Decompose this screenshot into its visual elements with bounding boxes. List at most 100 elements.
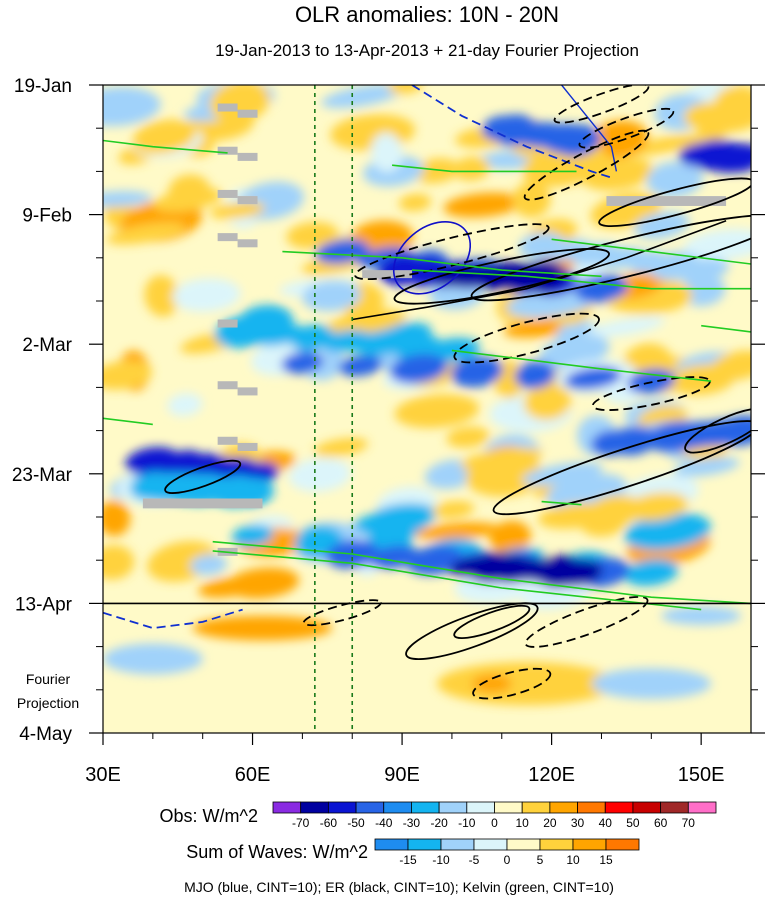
anomaly-patch xyxy=(132,119,197,154)
anomaly-patch xyxy=(103,360,153,390)
colorbar-swatch xyxy=(327,801,357,814)
wave-contour xyxy=(472,667,552,700)
colorbar-level-label: 10 xyxy=(566,853,580,867)
anomaly-patch xyxy=(634,211,690,239)
anomaly-patch xyxy=(406,545,464,575)
anomaly-patch xyxy=(588,120,649,159)
wave-contour xyxy=(551,238,751,265)
missing-data-mark xyxy=(362,270,413,279)
projection-label-line2: Projection xyxy=(17,695,79,711)
colorbar-swatch xyxy=(549,801,578,814)
y-axis: 19-Jan 9-Feb 2-Mar 23-Mar 13-Apr 4-May xyxy=(12,76,765,745)
anomaly-patch xyxy=(432,500,475,518)
anomaly-patch xyxy=(106,222,186,245)
anomaly-patch xyxy=(673,457,740,477)
wave-contour xyxy=(103,139,228,154)
missing-data-mark xyxy=(217,381,238,390)
colorbar-swatch xyxy=(539,838,574,851)
anomaly-patch xyxy=(338,355,383,377)
wave-contour xyxy=(492,420,751,516)
colorbar-level-label: -10 xyxy=(432,853,450,867)
anomaly-patch xyxy=(369,503,438,530)
anomaly-patch xyxy=(286,221,339,249)
anomaly-patch xyxy=(580,156,654,191)
colorbar-level-label: -30 xyxy=(403,816,421,830)
x-axis: 30E 60E 90E 120E 150E xyxy=(85,733,725,786)
anomaly-patch xyxy=(231,524,274,547)
colorbar-swatch xyxy=(440,838,475,851)
x-tick-label: 90E xyxy=(384,764,420,786)
wave-contour xyxy=(392,164,577,173)
colorbar-swatch xyxy=(660,801,689,814)
anomaly-patch xyxy=(514,361,556,389)
wave-contour xyxy=(103,608,243,630)
colorbar-swatch xyxy=(605,838,640,851)
wave-contour xyxy=(453,312,600,364)
colorbar-swatch xyxy=(355,801,385,814)
wave-contour xyxy=(578,107,675,149)
wave-contour xyxy=(392,221,472,295)
wave-contour xyxy=(411,269,751,290)
anomaly-patch xyxy=(103,86,161,127)
wave-contour xyxy=(212,540,751,605)
anomaly-patch xyxy=(288,457,351,492)
y-tick-label: 23-Mar xyxy=(12,465,73,486)
anomaly-patch xyxy=(443,192,523,218)
colorbar-level-label: -70 xyxy=(292,816,310,830)
anomaly-patch xyxy=(683,228,751,261)
contour-legend: MJO (blue, CINT=10); ER (black, CINT=10)… xyxy=(184,879,614,895)
anomaly-patch xyxy=(103,544,135,580)
missing-data-mark xyxy=(217,189,238,198)
chart-subtitle: 19-Jan-2013 to 13-Apr-2013 + 21-day Four… xyxy=(215,41,639,60)
y-tick-label: 9-Feb xyxy=(22,206,72,227)
missing-data-mark xyxy=(217,146,238,155)
colorbar-level-label: -60 xyxy=(320,816,338,830)
obs-colorbar-label: Obs: W/m^2 xyxy=(160,806,258,826)
wave-contour xyxy=(103,417,153,426)
anomaly-patch xyxy=(709,350,751,381)
colorbar-swatch xyxy=(572,838,607,851)
wave-contour xyxy=(405,602,539,660)
wave-contour xyxy=(282,250,602,278)
anomaly-patch xyxy=(103,190,152,207)
colorbar-level-label: 20 xyxy=(543,816,557,830)
colorbar-swatch xyxy=(521,801,551,814)
colorbar-swatch xyxy=(466,801,495,814)
anomaly-patch xyxy=(398,193,432,212)
wave-contour xyxy=(164,459,242,494)
colorbar-level-label: -20 xyxy=(430,816,448,830)
anomaly-patch xyxy=(192,615,333,641)
colorbar-swatch xyxy=(577,801,606,814)
x-tick-label: 30E xyxy=(85,764,121,786)
wave-contour xyxy=(541,500,582,506)
y-tick-label: 2-Mar xyxy=(22,335,72,356)
chart-title: OLR anomalies: 10N - 20N xyxy=(295,2,559,27)
colorbar-level-label: 70 xyxy=(682,816,696,830)
anomaly-patch xyxy=(103,643,203,675)
colorbar-swatch xyxy=(272,801,302,814)
colorbar-level-label: -50 xyxy=(347,816,365,830)
anomaly-patch xyxy=(512,182,551,218)
missing-data-mark xyxy=(217,103,238,112)
anomaly-patch xyxy=(661,606,742,625)
colorbar-swatch xyxy=(300,801,329,814)
waves-colorbar: -15 -10 -5 0 5 10 15 xyxy=(374,838,640,867)
anomaly-patch xyxy=(209,201,266,220)
colorbar-swatch xyxy=(506,838,541,851)
y-tick-label: 19-Jan xyxy=(14,76,72,97)
colorbar-level-label: 50 xyxy=(626,816,640,830)
anomaly-patch xyxy=(144,275,180,317)
obs-colorbar: -70 -60 -50 -40 -30 -20 -10 0 10 20 30 40 50 60 70 xyxy=(272,801,717,830)
anomaly-patch xyxy=(624,512,711,551)
anomaly-patch xyxy=(321,85,404,109)
anomaly-patch xyxy=(550,558,603,587)
reference-lines xyxy=(314,85,354,733)
wave-contour xyxy=(598,177,751,227)
anomaly-patch xyxy=(537,502,614,529)
colorbar-swatch xyxy=(473,838,508,851)
wave-contour xyxy=(701,324,751,333)
anomaly-patch xyxy=(489,520,531,554)
anomaly-patch xyxy=(414,522,500,540)
x-tick-label: 60E xyxy=(235,764,271,786)
missing-data-mark xyxy=(142,498,263,509)
